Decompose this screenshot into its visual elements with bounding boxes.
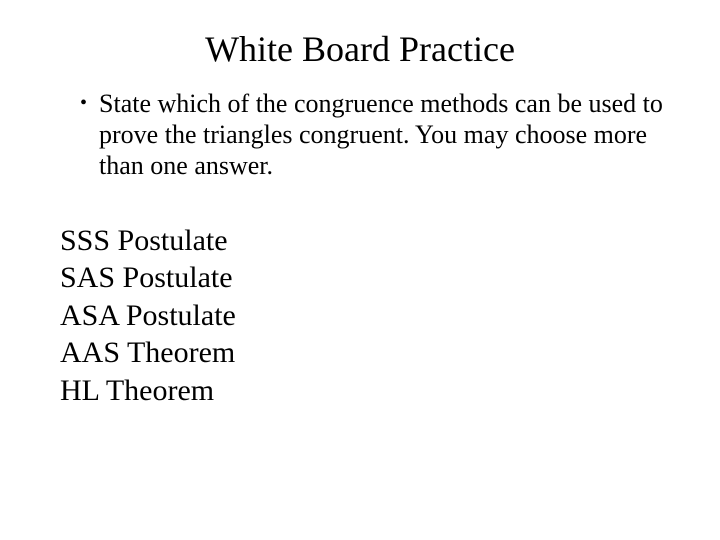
- bullet-marker: •: [80, 88, 87, 118]
- bullet-item: • State which of the congruence methods …: [80, 88, 670, 182]
- list-item: HL Theorem: [60, 372, 670, 410]
- list-item: SSS Postulate: [60, 222, 670, 260]
- list-item: SAS Postulate: [60, 259, 670, 297]
- page-title: White Board Practice: [50, 28, 670, 70]
- list-item: AAS Theorem: [60, 334, 670, 372]
- list-item: ASA Postulate: [60, 297, 670, 335]
- instruction-section: • State which of the congruence methods …: [80, 88, 670, 182]
- instruction-text: State which of the congruence methods ca…: [99, 88, 670, 182]
- methods-list: SSS Postulate SAS Postulate ASA Postulat…: [60, 222, 670, 410]
